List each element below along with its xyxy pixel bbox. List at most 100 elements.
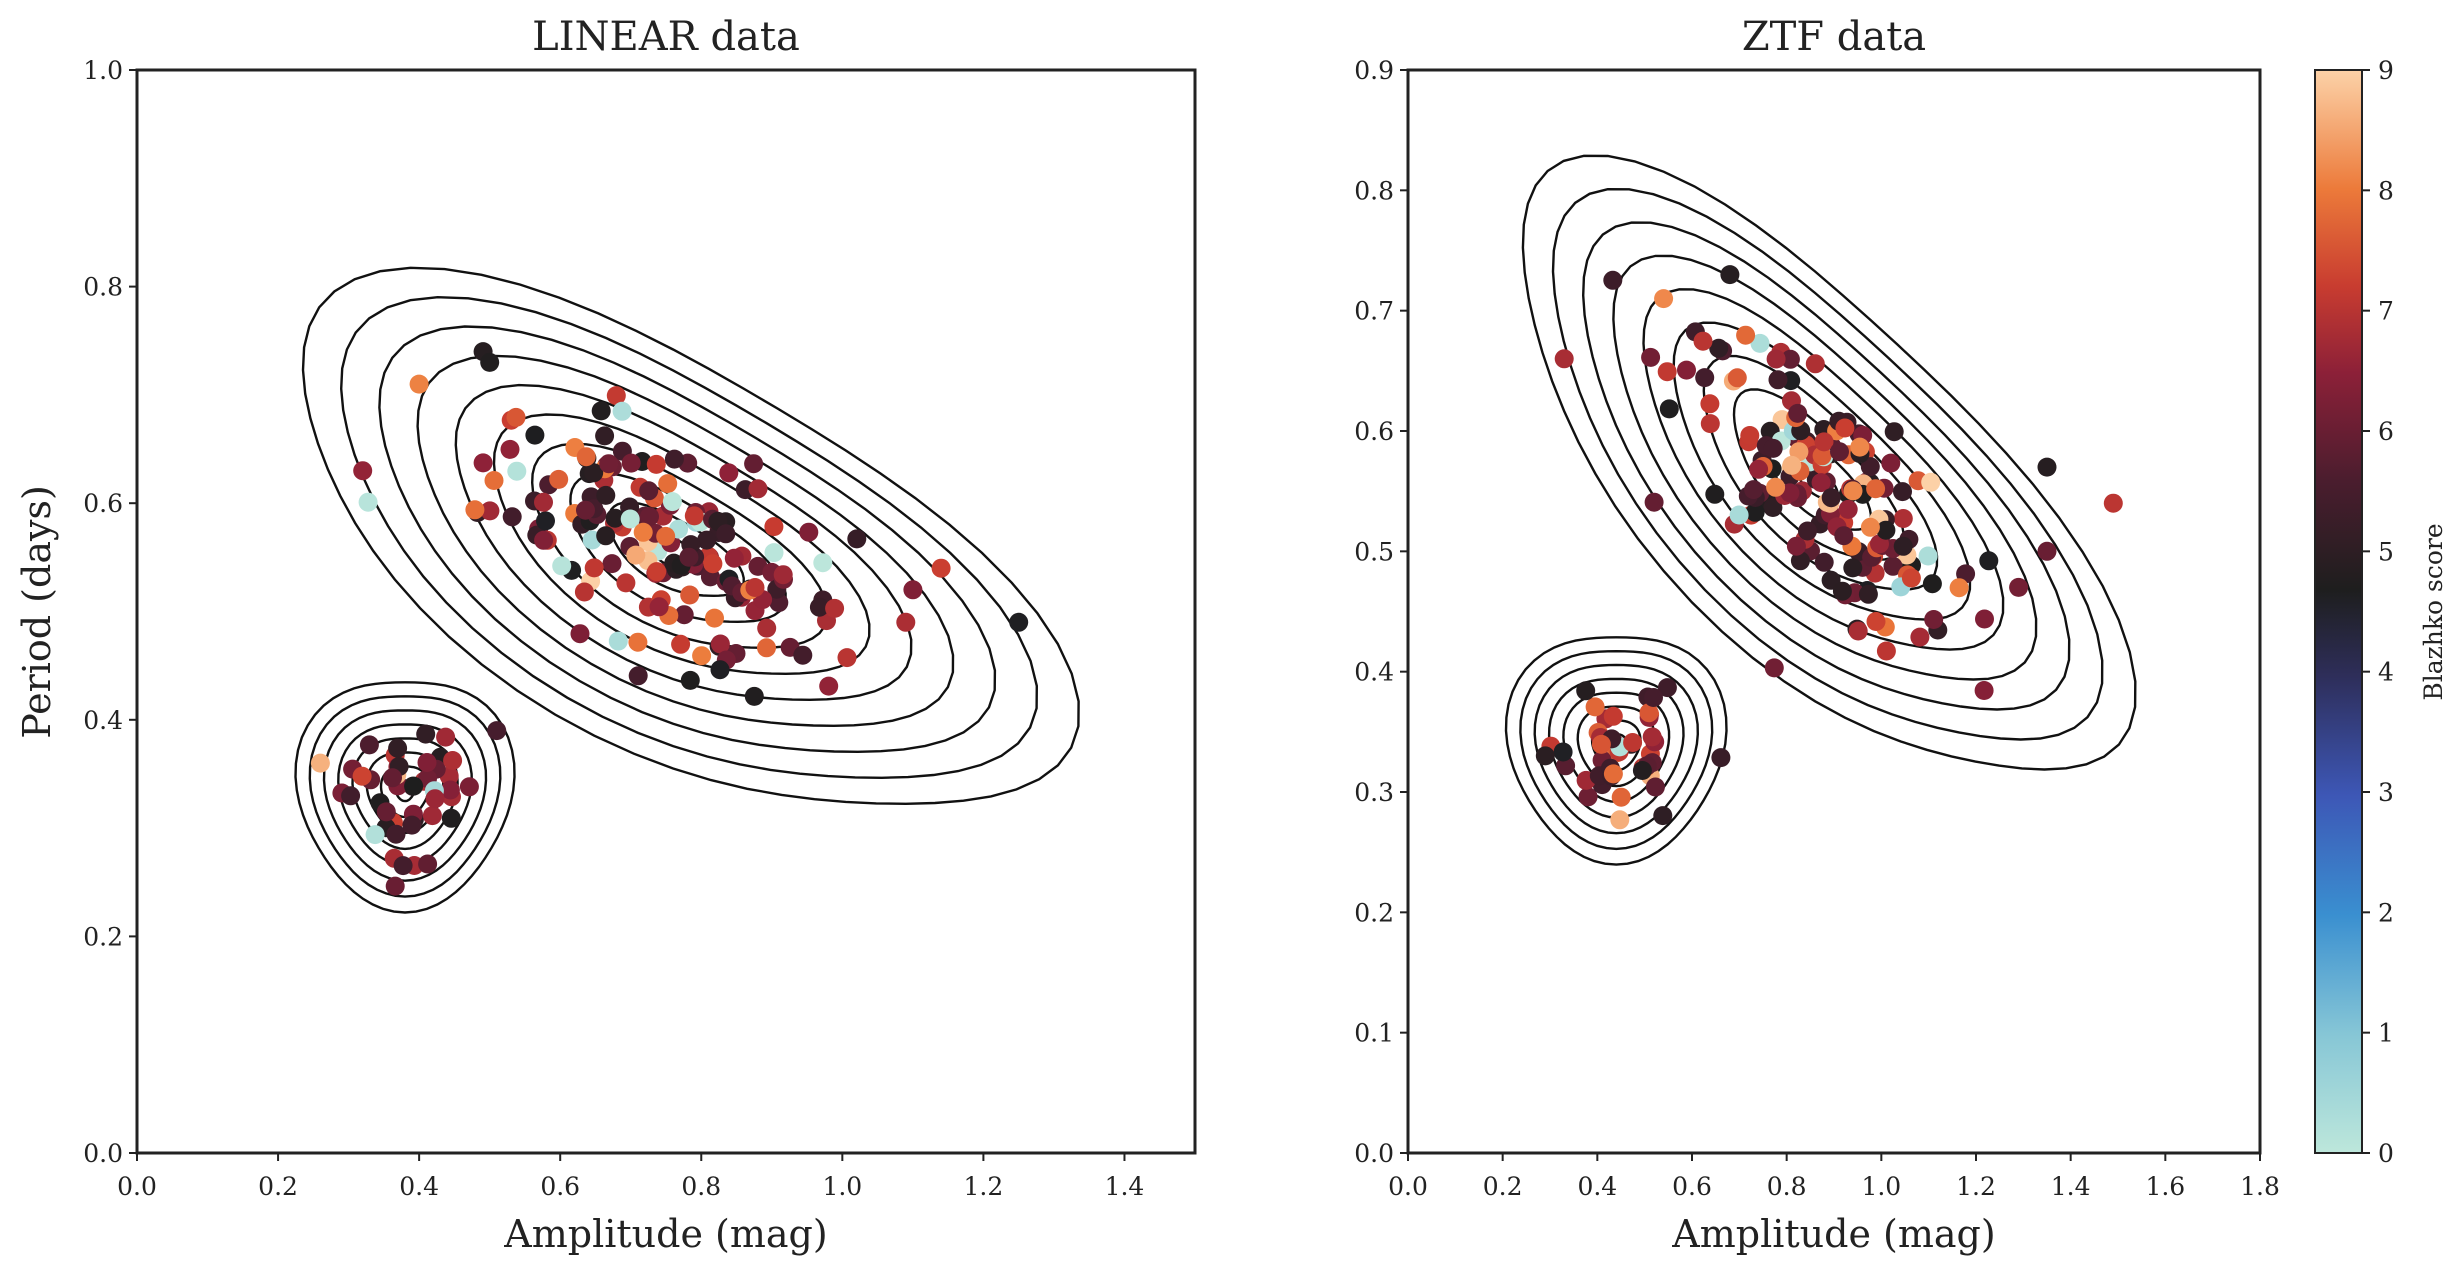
data-point: [1979, 551, 1999, 571]
density-contour: [308, 695, 502, 898]
density-contour: [1551, 187, 2104, 741]
data-point: [1603, 706, 1623, 726]
data-point: [1876, 641, 1896, 661]
data-point: [1766, 477, 1786, 497]
colorbar-tick-label: 4: [2378, 658, 2394, 687]
data-point: [473, 453, 493, 473]
colorbar-gradient: [2315, 70, 2362, 1153]
y-tick-label: 0.5: [1354, 537, 1394, 566]
data-point: [576, 447, 596, 467]
data-point: [1677, 360, 1696, 380]
data-point: [628, 666, 648, 686]
colorbar-label: Blazhko score: [2419, 523, 2448, 700]
data-point: [500, 439, 520, 459]
linear-x-label: Amplitude (mag): [503, 1212, 827, 1256]
y-tick-label: 0.4: [1354, 658, 1394, 687]
x-tick-label: 1.2: [964, 1172, 1004, 1201]
ztf-y-ticks: 0.0 0.1 0.2 0.3 0.4 0.5 0.6 0.7 0.8 0.9: [1354, 56, 1408, 1168]
data-point: [425, 789, 445, 809]
data-point: [383, 768, 402, 788]
density-contour: [378, 325, 997, 754]
data-point: [664, 449, 684, 469]
data-point: [1657, 362, 1677, 382]
data-point: [1850, 437, 1870, 457]
colorbar-tick-label: 5: [2378, 537, 2394, 566]
data-point: [1645, 777, 1665, 797]
data-point: [574, 582, 594, 602]
linear-y-label: Period (days): [15, 485, 59, 739]
data-point: [388, 738, 408, 758]
ztf-points: [1535, 265, 2123, 830]
data-point: [353, 461, 373, 481]
x-tick-label: 1.6: [2145, 1172, 2185, 1201]
linear-title: LINEAR data: [532, 14, 800, 60]
data-point: [1576, 681, 1596, 701]
data-point: [459, 777, 479, 797]
data-point: [416, 724, 436, 744]
data-point: [443, 751, 463, 770]
data-point: [703, 554, 723, 574]
density-contour: [454, 383, 913, 702]
data-point: [671, 634, 691, 654]
data-point: [552, 556, 572, 576]
data-point: [649, 597, 669, 617]
data-point: [436, 727, 456, 747]
y-tick-label: 0.6: [83, 489, 123, 518]
data-point: [404, 776, 424, 796]
x-tick-label: 0.2: [1483, 1172, 1523, 1201]
colorbar-tick-label: 7: [2378, 297, 2394, 326]
data-point: [570, 624, 590, 644]
density-contour: [1521, 154, 2137, 771]
data-point: [1876, 520, 1896, 540]
data-point: [684, 506, 704, 526]
data-point: [1644, 492, 1664, 512]
data-point: [376, 802, 396, 822]
x-tick-label: 1.0: [1861, 1172, 1901, 1201]
y-tick-label: 1.0: [83, 56, 123, 85]
data-point: [710, 634, 730, 654]
data-point: [1830, 442, 1849, 462]
ztf-x-label: Amplitude (mag): [1671, 1212, 1995, 1256]
ztf-x-ticks: 0.0 0.2 0.4 0.6 0.8 1.0 1.2 1.4 1.6 1.8: [1388, 1153, 2280, 1201]
data-point: [1922, 574, 1942, 594]
data-point: [365, 825, 385, 845]
data-point: [1578, 787, 1598, 807]
linear-points: [310, 342, 1029, 896]
data-point: [1805, 354, 1825, 374]
data-point: [608, 631, 628, 651]
data-point: [896, 612, 916, 632]
data-point: [809, 597, 829, 617]
data-point: [1768, 370, 1788, 390]
data-point: [549, 469, 569, 489]
y-tick-label: 0.8: [83, 273, 123, 302]
data-point: [697, 530, 717, 550]
data-point: [819, 676, 839, 696]
data-point: [1654, 289, 1674, 309]
y-tick-label: 0.7: [1354, 297, 1394, 326]
data-point: [1610, 810, 1630, 830]
colorbar-ticks: 0 1 2 3 4 5 6 7 8 9: [2362, 56, 2394, 1168]
data-point: [1814, 432, 1834, 452]
data-point: [1975, 609, 1994, 629]
data-point: [484, 471, 504, 490]
data-point: [1553, 742, 1573, 762]
data-point: [1821, 488, 1841, 508]
density-contour: [301, 266, 1080, 806]
ztf-axes-frame: [1406, 68, 2262, 1155]
data-point: [441, 808, 461, 828]
data-point: [1736, 325, 1756, 345]
x-tick-label: 0.6: [1672, 1172, 1712, 1201]
data-point: [1642, 727, 1662, 747]
colorbar-tick-label: 9: [2378, 56, 2394, 85]
data-point: [1750, 333, 1770, 353]
x-tick-label: 0.4: [399, 1172, 439, 1201]
data-point: [385, 876, 405, 896]
data-point: [487, 721, 507, 741]
data-point: [621, 453, 641, 473]
data-point: [679, 547, 699, 567]
data-point: [1585, 697, 1605, 717]
data-point: [1811, 473, 1831, 493]
data-point: [1780, 483, 1800, 503]
data-point: [1727, 368, 1747, 388]
